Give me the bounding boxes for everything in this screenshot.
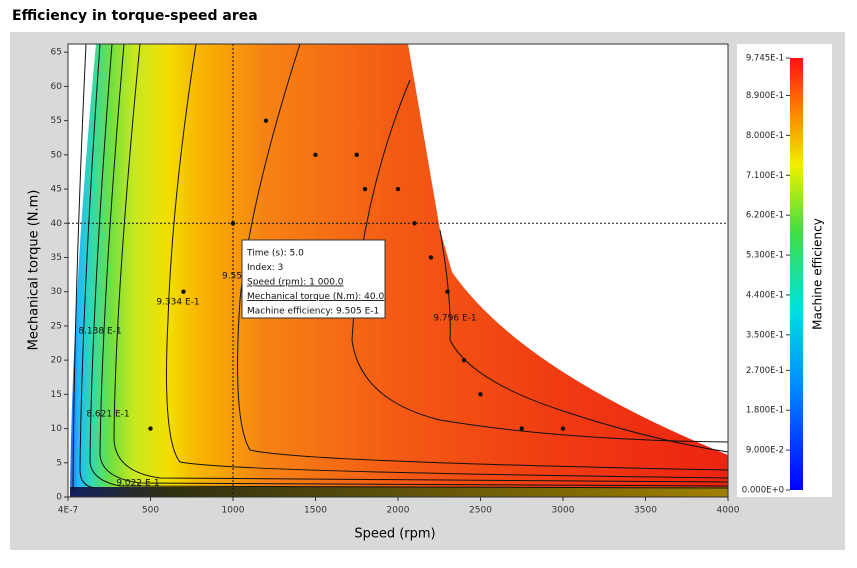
operating-point bbox=[461, 357, 467, 363]
y-tick-label: 10 bbox=[51, 424, 63, 434]
low-torque-band bbox=[70, 487, 728, 497]
x-tick-label: 500 bbox=[142, 506, 159, 516]
y-tick-label: 15 bbox=[51, 390, 62, 400]
colorbar-tick-label: 6.200E-1 bbox=[746, 211, 784, 221]
y-tick-label: 60 bbox=[51, 82, 63, 92]
x-tick-label: 2000 bbox=[387, 506, 410, 516]
contour-label: 8.621 E-1 bbox=[86, 410, 129, 420]
colorbar-title: Machine efficiency bbox=[811, 218, 825, 330]
colorbar-tick-label: 2.700E-1 bbox=[746, 366, 784, 376]
y-tick-label: 65 bbox=[51, 48, 62, 58]
operating-point bbox=[263, 118, 269, 123]
operating-point bbox=[412, 221, 417, 226]
operating-point bbox=[395, 186, 401, 192]
tooltip-line: Machine efficiency: 9.505 E-1 bbox=[247, 307, 379, 317]
tooltip: Time (s): 5.0 Index: 3 Speed (rpm): 1 000.… bbox=[241, 239, 386, 319]
title: Efficiency in torque-speed area bbox=[12, 8, 258, 24]
y-tick-label: 35 bbox=[51, 253, 62, 263]
x-tick-label: 2500 bbox=[469, 506, 492, 516]
colorbar-tick-label: 4.400E-1 bbox=[746, 290, 784, 300]
operating-point bbox=[181, 289, 186, 294]
efficiency-field bbox=[70, 44, 728, 497]
y-tick-label: 50 bbox=[51, 150, 63, 160]
y-axis-title: Mechanical torque (N.m) bbox=[27, 190, 42, 351]
x-tick-label: 4000 bbox=[717, 506, 740, 516]
x-tick-label: 4E-7 bbox=[58, 506, 78, 516]
y-tick-label: 40 bbox=[51, 219, 63, 229]
operating-point bbox=[230, 221, 236, 226]
heatmap bbox=[70, 44, 728, 497]
contour-label: 9.55 bbox=[222, 272, 242, 282]
colorbar-tick-label: 0.000E+0 bbox=[742, 486, 784, 496]
x-tick-label: 3500 bbox=[634, 506, 657, 516]
operating-point bbox=[428, 255, 434, 260]
y-tick-label: 0 bbox=[56, 493, 62, 503]
operating-point bbox=[362, 186, 368, 192]
contour-label: 8.138 E-1 bbox=[78, 327, 121, 337]
tooltip-line: Index: 3 bbox=[247, 263, 283, 273]
contour-label: 9.334 E-1 bbox=[156, 298, 199, 308]
colorbar-tick-label: 9.745E-1 bbox=[746, 54, 784, 64]
operating-point bbox=[478, 392, 483, 397]
operating-point bbox=[560, 426, 566, 431]
tooltip-box bbox=[241, 239, 386, 319]
contour-label: 9.022 E-1 bbox=[116, 479, 159, 489]
operating-point bbox=[313, 152, 318, 158]
colorbar-tick-label: 1.800E-1 bbox=[746, 406, 784, 416]
colorbar-tick-label: 3.500E-1 bbox=[746, 330, 784, 340]
operating-point bbox=[445, 289, 450, 294]
colorbar-tick-label: 8.900E-1 bbox=[746, 91, 784, 101]
contour-label: 9.796 E-1 bbox=[433, 314, 476, 324]
operating-point bbox=[148, 426, 153, 431]
tooltip-line: Speed (rpm): 1 000.0 bbox=[247, 278, 344, 288]
colorbar-tick-label: 7.100E-1 bbox=[746, 171, 784, 181]
y-tick-label: 55 bbox=[51, 116, 62, 126]
y-tick-label: 45 bbox=[51, 185, 62, 195]
colorbar-panel bbox=[737, 44, 832, 497]
y-tick-label: 30 bbox=[51, 287, 63, 297]
operating-point bbox=[519, 426, 524, 431]
colorbar bbox=[790, 58, 803, 490]
x-tick-label: 1000 bbox=[222, 506, 245, 516]
x-axis-title: Speed (rpm) bbox=[354, 527, 435, 542]
colorbar-tick-label: 8.000E-1 bbox=[746, 131, 784, 141]
operating-point bbox=[354, 152, 359, 158]
y-tick-label: 25 bbox=[51, 321, 62, 331]
tooltip-line: Time (s): 5.0 bbox=[246, 249, 304, 259]
x-tick-label: 1500 bbox=[304, 506, 327, 516]
tooltip-line: Mechanical torque (N.m): 40.0 bbox=[247, 292, 384, 302]
colorbar-tick-label: 5.300E-1 bbox=[746, 251, 784, 261]
colorbar-tick-label: 9.000E-2 bbox=[746, 446, 784, 456]
y-tick-label: 5 bbox=[56, 458, 62, 468]
contour-lines bbox=[72, 44, 728, 491]
y-tick-label: 20 bbox=[51, 356, 63, 366]
x-tick-label: 3000 bbox=[552, 506, 575, 516]
